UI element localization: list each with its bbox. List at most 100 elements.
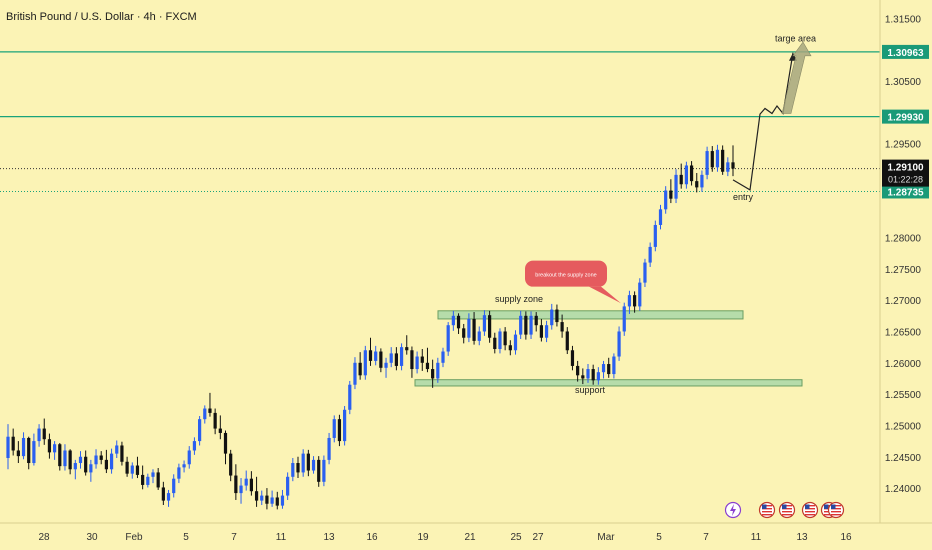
candle: [182, 460, 186, 473]
candle-body: [317, 459, 321, 482]
candle-body: [130, 465, 134, 474]
candle: [203, 405, 207, 424]
candle: [596, 367, 600, 385]
candle-body: [394, 353, 398, 366]
event-icons[interactable]: [724, 501, 845, 519]
candle: [420, 349, 424, 371]
flag-stripe: [831, 514, 841, 516]
lightning-icon[interactable]: [724, 501, 742, 519]
candle: [115, 440, 119, 459]
candle-body: [208, 408, 212, 413]
us-flag-icon[interactable]: [827, 501, 845, 519]
candle-body: [519, 315, 523, 335]
price-axis: 1.31500 1.30500 1.29500 1.28000 1.27500 1.270…: [0, 0, 932, 524]
candle-body: [658, 209, 663, 225]
candle-body: [451, 315, 455, 326]
candle-body: [68, 450, 72, 470]
candle-body: [653, 224, 657, 247]
candle-body: [405, 347, 409, 351]
flag-canton: [762, 504, 767, 509]
candle-body: [311, 459, 316, 471]
candle-body: [73, 463, 77, 470]
candle-body: [607, 364, 611, 375]
candle-body: [280, 495, 285, 506]
candle-body: [109, 453, 114, 470]
candle-body: [363, 350, 367, 376]
candle-body: [420, 356, 424, 363]
candle-body: [524, 315, 528, 335]
us-flag-icon[interactable]: [801, 501, 819, 519]
candle: [6, 424, 10, 470]
candle: [529, 311, 533, 339]
supply-zone-label: supply zone: [495, 294, 543, 304]
candle: [389, 347, 393, 368]
candle: [627, 290, 632, 314]
candle: [234, 464, 238, 500]
us-flag-icon[interactable]: [778, 501, 796, 519]
candles[interactable]: [6, 144, 735, 510]
y-tick-label: 1.30500: [885, 77, 922, 88]
candle: [120, 441, 124, 466]
candle: [503, 327, 507, 351]
candle-body: [6, 436, 10, 459]
candle-body: [218, 428, 222, 433]
candle: [32, 433, 36, 466]
y-tick-label: 1.31500: [885, 14, 922, 25]
y-tick-label: 1.25500: [885, 390, 922, 401]
candle: [612, 353, 616, 379]
candle-body: [89, 464, 93, 473]
chart-title: British Pound / U.S. Dollar · 4h · FXCM: [6, 11, 197, 23]
candle: [524, 311, 528, 340]
candle-body: [622, 306, 626, 332]
x-tick-label: 16: [366, 532, 378, 543]
candle-body: [151, 472, 155, 477]
candle-body: [431, 369, 435, 379]
countdown-label: 01:22:28: [888, 175, 923, 185]
level-badge-label: 1.29930: [887, 113, 924, 124]
candle: [358, 352, 362, 380]
candle-body: [286, 476, 290, 496]
last-price-badge: [882, 159, 929, 187]
candle: [394, 347, 398, 371]
candle: [141, 465, 145, 490]
callout-pointer: [589, 286, 621, 304]
candle: [664, 186, 668, 214]
candle-body: [141, 474, 145, 485]
candle: [705, 146, 709, 180]
candle: [513, 330, 518, 355]
candle: [363, 345, 367, 380]
candle-body: [513, 334, 518, 351]
candle-body: [669, 190, 673, 199]
flag-stripe: [782, 508, 792, 510]
candle: [151, 469, 155, 484]
candle-body: [249, 478, 253, 492]
candle-body: [343, 409, 347, 442]
flag-stripe: [805, 514, 815, 516]
candle: [322, 455, 326, 487]
flag-stripe: [824, 505, 834, 507]
candle-body: [425, 362, 430, 370]
y-tick-label: 1.29500: [885, 140, 922, 151]
candle-body: [172, 478, 176, 494]
candle-body: [503, 331, 507, 346]
candle: [431, 359, 435, 388]
candle-body: [99, 455, 103, 460]
candle-body: [684, 165, 688, 185]
candle: [99, 451, 103, 465]
candle-body: [482, 315, 487, 332]
candle: [581, 368, 585, 385]
candle: [208, 392, 212, 417]
candle: [560, 314, 564, 338]
candle: [544, 320, 549, 343]
candle: [187, 446, 191, 469]
candle-body: [508, 345, 512, 351]
candle: [415, 351, 419, 374]
candle: [441, 347, 445, 368]
candle: [192, 437, 197, 455]
candle: [239, 478, 243, 504]
x-tick-label: 25: [510, 532, 522, 543]
candle: [399, 343, 404, 371]
us-flag-icon[interactable]: [758, 501, 776, 519]
flag-stripe: [782, 505, 792, 507]
